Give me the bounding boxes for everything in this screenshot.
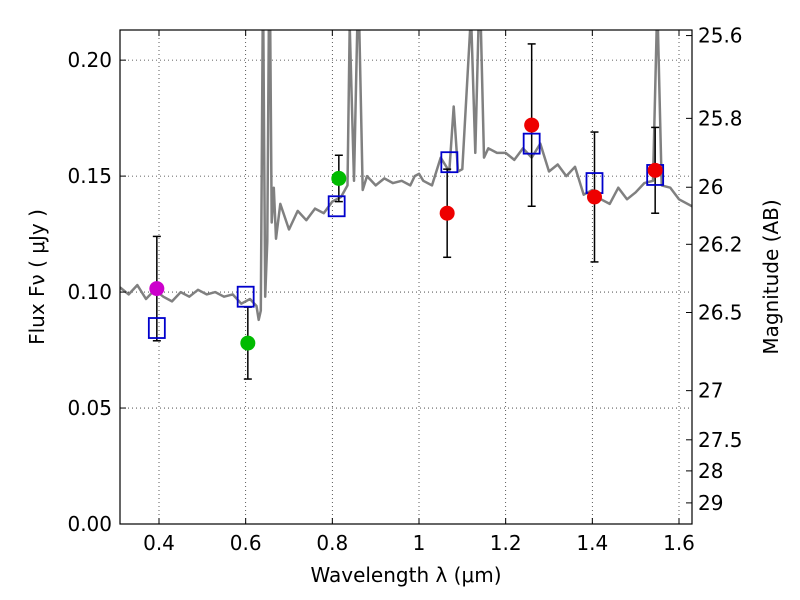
magnitude-tick-label: 26.2 <box>698 232 743 256</box>
magnitude-tick-label: 25.8 <box>698 106 743 130</box>
magnitude-tick-label: 28 <box>698 459 723 483</box>
y-tick-label: 0.05 <box>67 396 112 420</box>
spectrum-layer <box>120 30 692 322</box>
magnitude-tick-label: 26.5 <box>698 300 743 324</box>
y-axis-right-label: Magnitude (AB) <box>759 199 783 354</box>
plot-frame <box>119 29 693 525</box>
x-tick-label: 0.8 <box>316 531 348 555</box>
observed-data-point <box>331 170 347 186</box>
observed-data-point <box>439 205 455 221</box>
model-photometry-square <box>147 317 166 339</box>
y-tick-label: 0.10 <box>67 280 112 304</box>
x-tick-label: 1.2 <box>490 531 522 555</box>
model-photometry-square <box>236 285 255 308</box>
x-tick-label: 0.4 <box>143 531 175 555</box>
grid-layer <box>120 30 692 525</box>
magnitude-tick-label: 25.6 <box>698 24 743 48</box>
x-tick-label: 1.6 <box>663 531 695 555</box>
y-tick-label: 0.20 <box>67 48 112 72</box>
magnitude-tick-label: 27 <box>698 379 723 403</box>
observed-data-point <box>587 189 602 205</box>
observed-data-point <box>524 117 540 133</box>
square-layer <box>147 132 665 339</box>
errorbar-layer <box>152 43 660 380</box>
y-axis-label: Flux Fν ( μJy ) <box>25 209 49 345</box>
y-tick-label: 0.00 <box>67 512 112 536</box>
model-photometry-square <box>327 195 346 218</box>
x-tick-label: 1.4 <box>576 531 608 555</box>
model-spectrum-line <box>120 30 692 322</box>
observed-data-point <box>240 335 256 351</box>
model-photometry-square <box>522 132 541 155</box>
x-axis-label: Wavelength λ (μm) <box>310 563 501 587</box>
x-tick-label: 0.6 <box>230 531 262 555</box>
magnitude-tick-label: 29 <box>698 491 723 515</box>
observed-data-point <box>647 162 663 178</box>
tick-layer: 0.4 0.6 0.8 1 1.2 1.4 1.6 0.00 0.05 0.10 0.15 0.20 2… <box>67 24 742 555</box>
point-layer <box>149 117 663 351</box>
x-tick-label: 1 <box>413 531 426 555</box>
observed-data-point <box>149 281 165 297</box>
model-photometry-square <box>440 151 459 174</box>
y-tick-label: 0.15 <box>67 164 112 188</box>
magnitude-tick-label: 26 <box>698 175 723 199</box>
magnitude-tick-label: 27.5 <box>698 428 743 452</box>
